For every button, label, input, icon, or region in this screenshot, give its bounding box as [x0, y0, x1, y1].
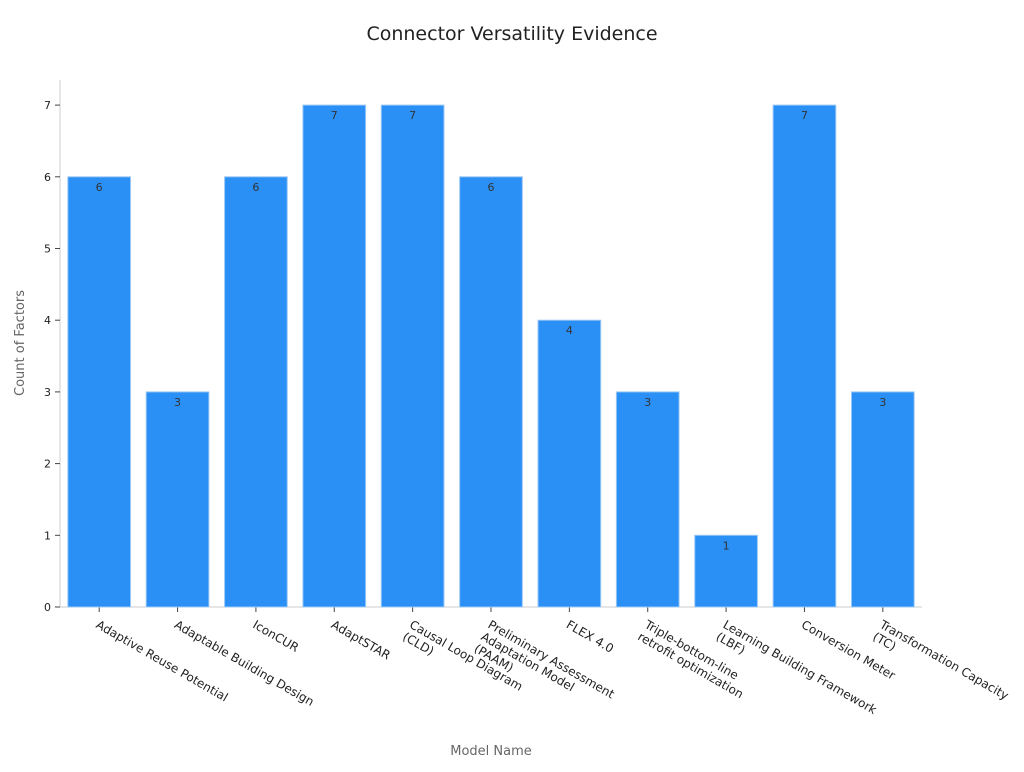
bar — [67, 176, 132, 608]
chart-title: Connector Versatility Evidence — [366, 23, 657, 45]
value-label: 6 — [488, 181, 495, 194]
value-label: 3 — [644, 396, 651, 409]
bar — [615, 391, 680, 608]
x-axis-title: Model Name — [450, 744, 532, 759]
bar — [224, 176, 288, 608]
x-tick-label: AdaptSTAR — [329, 617, 393, 662]
value-label: 6 — [252, 181, 259, 194]
y-tick-label: 0 — [44, 601, 51, 614]
y-tick-label: 3 — [44, 386, 51, 399]
y-axis-title: Count of Factors — [13, 290, 28, 396]
value-label: 3 — [174, 396, 181, 409]
value-label: 7 — [409, 109, 416, 122]
bar — [302, 104, 367, 608]
bar — [850, 391, 915, 608]
bar — [380, 104, 445, 608]
x-tick-label: FLEX 4.0 — [564, 617, 616, 655]
value-label: 7 — [801, 109, 808, 122]
y-tick-label: 7 — [44, 99, 51, 112]
y-tick-label: 6 — [44, 171, 51, 184]
y-tick-label: 2 — [44, 458, 51, 471]
x-tick-label: Adaptable Building Design — [172, 617, 316, 708]
value-label: 7 — [331, 109, 338, 122]
bar — [145, 391, 210, 608]
value-label: 1 — [723, 539, 730, 552]
bar — [537, 319, 602, 608]
value-label: 4 — [566, 324, 573, 337]
y-tick-label: 5 — [44, 242, 51, 255]
y-tick-label: 1 — [44, 529, 51, 542]
value-label: 6 — [96, 181, 103, 194]
value-label: 3 — [879, 396, 886, 409]
y-tick-label: 4 — [44, 314, 51, 327]
x-tick-label: Adaptive Reuse Potential — [94, 617, 231, 704]
bar — [694, 534, 758, 608]
x-tick-label: IconCUR — [250, 617, 301, 654]
bar — [459, 176, 523, 608]
bar — [772, 104, 837, 608]
